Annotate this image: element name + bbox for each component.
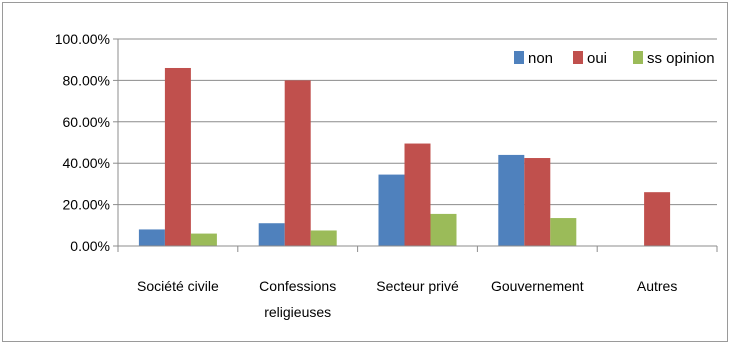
y-tick-label: 80.00%: [63, 72, 110, 88]
bar-oui: [524, 158, 551, 246]
labels: 0.00% 20.00% 40.00% 60.00% 80.00% 100.00% Soci…: [55, 31, 678, 320]
x-category-label: Société civile: [137, 278, 219, 294]
bar-oui: [644, 192, 671, 246]
x-category-label: Autres: [637, 278, 677, 294]
legend-label-oui: oui: [587, 50, 607, 67]
x-category-label: Confessions: [259, 278, 336, 294]
x-category-label: Gouvernement: [491, 278, 584, 294]
legend: non oui ss opinion: [514, 50, 715, 67]
bar-ss-opinion: [310, 230, 337, 246]
x-category-label: Secteur privé: [376, 278, 459, 294]
bar-non: [378, 174, 405, 246]
legend-label-ss-opinion: ss opinion: [647, 50, 715, 67]
y-tick-label: 40.00%: [63, 155, 110, 171]
y-tick-label: 100.00%: [55, 31, 110, 47]
bars: [138, 67, 671, 247]
legend-swatch-non: [514, 51, 524, 64]
y-tick-label: 20.00%: [63, 197, 110, 213]
bar-ss-opinion: [550, 218, 577, 246]
bar-ss-opinion: [190, 233, 217, 246]
bar-oui: [284, 80, 311, 247]
bar-non: [138, 229, 165, 246]
bar-non: [258, 223, 285, 246]
chart-frame: [2, 2, 728, 342]
bar-ss-opinion: [430, 213, 457, 246]
x-category-label: religieuses: [264, 304, 331, 320]
bar-oui: [164, 67, 191, 246]
bar-non: [498, 154, 525, 246]
bar-oui: [404, 143, 431, 246]
y-tick-label: 60.00%: [63, 114, 110, 130]
axes: [113, 38, 718, 252]
legend-label-non: non: [528, 50, 553, 67]
legend-swatch-oui: [573, 51, 583, 64]
legend-swatch-ss-opinion: [633, 51, 643, 64]
y-tick-label: 0.00%: [70, 238, 110, 254]
